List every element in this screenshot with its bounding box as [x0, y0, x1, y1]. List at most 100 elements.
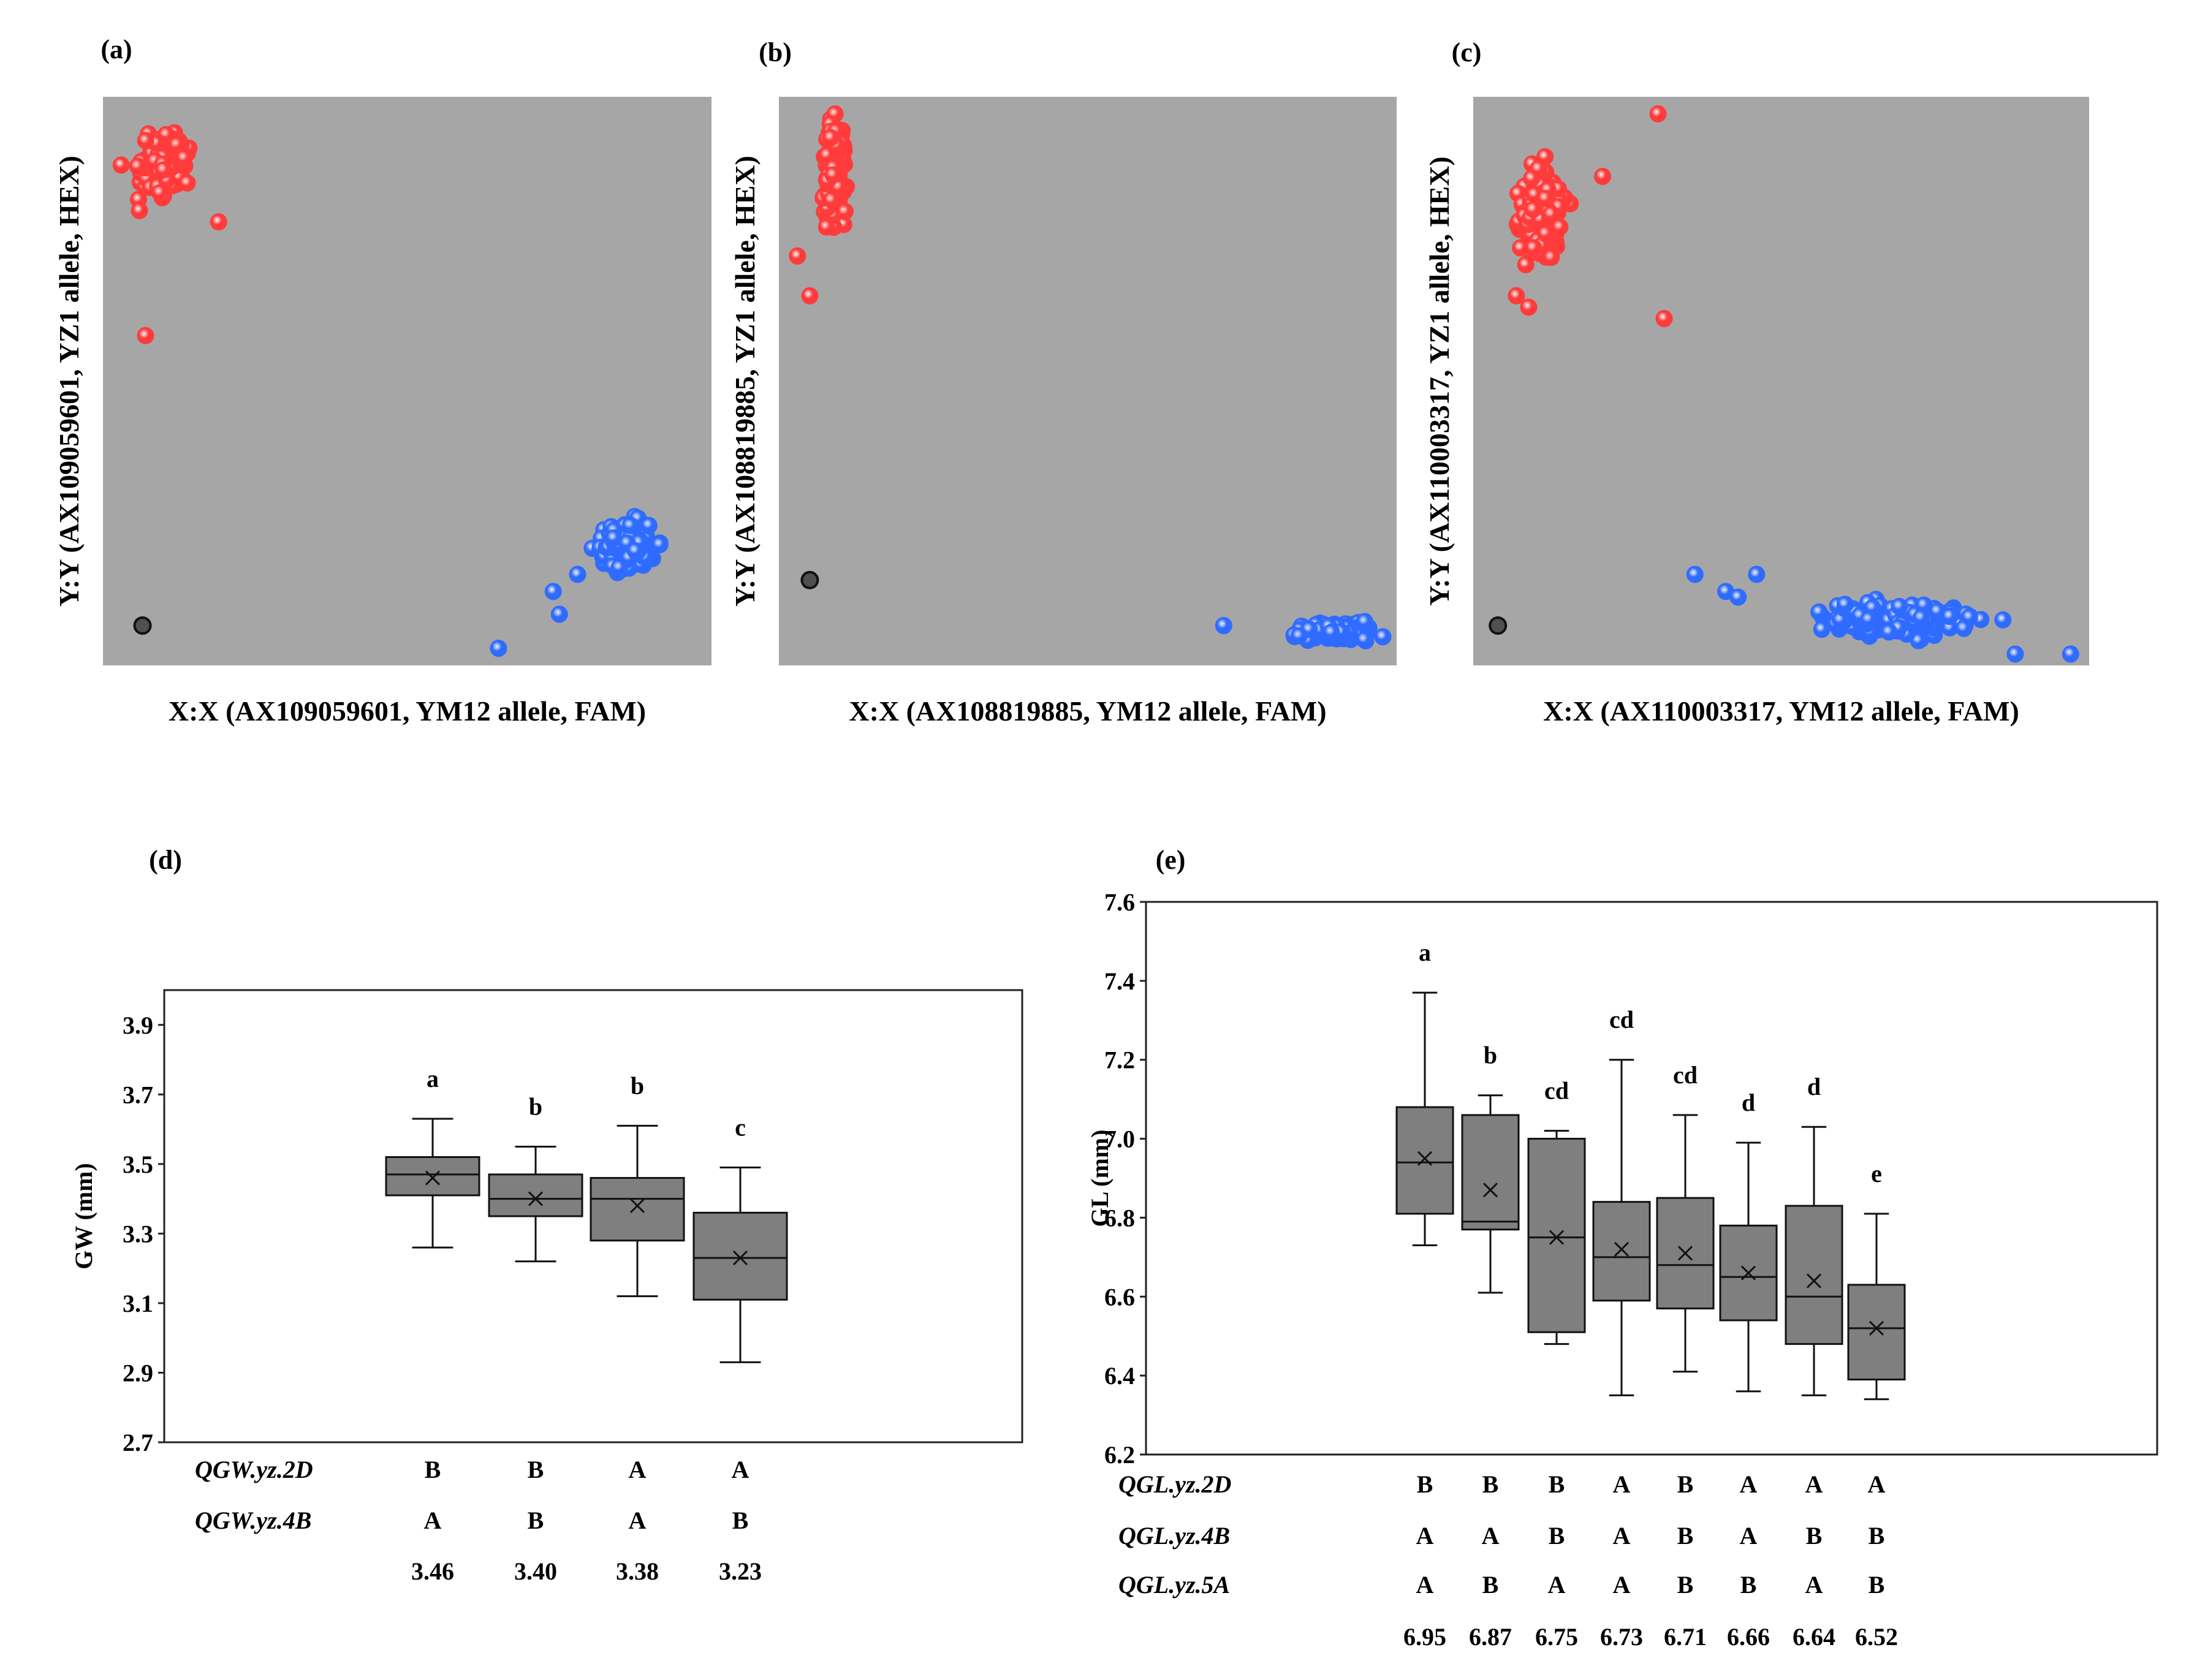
- significance-letter: cd: [1609, 1006, 1634, 1034]
- ym12-allele-point: [1322, 624, 1340, 641]
- genotype-allele: B: [1549, 1522, 1565, 1549]
- mean-value-label: 6.71: [1664, 1623, 1707, 1651]
- mean-value-label: 3.38: [616, 1557, 659, 1585]
- genotype-allele: A: [1482, 1522, 1500, 1549]
- yz1-allele-point: [822, 191, 840, 209]
- significance-letter: b: [529, 1092, 542, 1120]
- box: [488, 1173, 583, 1217]
- yz1-allele-point: [1649, 105, 1667, 123]
- mean-marker: [1806, 1273, 1822, 1288]
- genotype-allele: B: [1806, 1522, 1823, 1549]
- genotype-allele: B: [1869, 1522, 1885, 1549]
- yz1-allele-point: [112, 156, 130, 174]
- y-tick-label: 7.0: [1104, 1126, 1135, 1153]
- yz1-allele-point: [822, 129, 840, 146]
- genotype-allele: B: [528, 1507, 544, 1534]
- mean-value-label: 3.40: [514, 1557, 557, 1585]
- mean-marker: [1740, 1265, 1756, 1281]
- y-tick-label: 6.2: [1104, 1441, 1135, 1469]
- yz1-allele-point: [1594, 167, 1612, 185]
- plot-background: [779, 97, 1397, 665]
- yz1-allele-point: [178, 174, 196, 192]
- yz1-allele-point: [1551, 218, 1569, 236]
- yz1-allele-point: [137, 132, 154, 149]
- ym12-allele-point: [1813, 621, 1831, 638]
- genotype-allele: A: [732, 1456, 749, 1483]
- y-axis-label: Y:Y (AX109059601, YZ1 allele, HEX): [53, 156, 85, 607]
- genotype-allele: A: [424, 1507, 442, 1534]
- box-group: cd 6.73: [1592, 1006, 1651, 1651]
- box: [1395, 1106, 1454, 1215]
- genotype-allele: B: [528, 1456, 544, 1483]
- y-tick-label: 7.4: [1104, 967, 1135, 995]
- plot-background: [1473, 97, 2089, 665]
- mean-value-label: 6.87: [1469, 1623, 1512, 1651]
- ym12-allele-point: [1891, 597, 1908, 615]
- mean-marker: [629, 1198, 645, 1214]
- significance-letter: b: [1484, 1042, 1497, 1069]
- box-group: b 3.38: [590, 1072, 685, 1585]
- box: [692, 1211, 788, 1301]
- yz1-allele-point: [1520, 298, 1538, 316]
- y-tick-label: 2.7: [123, 1429, 153, 1456]
- ym12-allele-point: [1374, 628, 1392, 646]
- significance-letter: e: [1871, 1160, 1882, 1187]
- y-tick-label: 6.6: [1104, 1283, 1135, 1311]
- x-axis-label: X:X (AX108819885, YM12 allele, FAM): [849, 695, 1326, 727]
- ym12-allele-point: [1860, 610, 1878, 628]
- box-group: e 6.52: [1847, 1160, 1906, 1651]
- mean-value-label: 6.95: [1403, 1623, 1446, 1651]
- yz1-allele-point: [131, 202, 148, 219]
- genotype-allele: A: [629, 1456, 647, 1483]
- genotype-locus-label: QGL.yz.5A: [1118, 1571, 1230, 1599]
- mean-marker: [1677, 1246, 1693, 1261]
- genotype-allele: A: [1613, 1470, 1631, 1498]
- panel-label: (a): [101, 34, 132, 64]
- genotype-allele: A: [1613, 1522, 1631, 1549]
- genotype-allele: A: [1416, 1522, 1434, 1549]
- y-tick-label: 6.4: [1104, 1362, 1135, 1390]
- genotype-allele: B: [1417, 1470, 1433, 1498]
- y-axis-label: Y:Y (AX110003317, YZ1 allele, HEX): [1424, 156, 1455, 605]
- box-group: a 3.46: [385, 1065, 480, 1585]
- yz1-allele-point: [1655, 309, 1673, 327]
- ym12-allele-point: [1810, 603, 1828, 621]
- yz1-allele-point: [210, 213, 227, 231]
- y-tick-label: 3.7: [123, 1081, 153, 1108]
- y-tick-label: 3.3: [123, 1220, 153, 1247]
- ym12-allele-point: [490, 640, 507, 657]
- mean-marker: [732, 1251, 748, 1266]
- genotype-allele: A: [1805, 1571, 1823, 1599]
- scatter-panel-b: (b) X:X (AX108819885, YM12 allele, FAM) Y:…: [729, 37, 1397, 727]
- genotype-locus-label: QGW.yz.2D: [195, 1456, 313, 1483]
- mean-marker: [425, 1170, 441, 1186]
- significance-letter: a: [427, 1065, 439, 1092]
- box: [1847, 1284, 1906, 1381]
- mean-marker: [528, 1191, 544, 1206]
- yz1-allele-point: [1537, 225, 1555, 243]
- y-tick-label: 7.6: [1104, 888, 1135, 916]
- genotype-locus-label: QGL.yz.4B: [1118, 1522, 1230, 1549]
- mean-value-label: 6.52: [1855, 1623, 1898, 1651]
- box-group: cd 6.71: [1656, 1061, 1715, 1651]
- yz1-allele-point: [1536, 189, 1554, 207]
- yz1-allele-point: [137, 327, 154, 344]
- yz1-allele-point: [824, 166, 842, 184]
- mean-value-label: 6.64: [1793, 1623, 1835, 1651]
- ym12-allele-point: [605, 529, 623, 547]
- box: [1785, 1205, 1843, 1345]
- significance-letter: d: [1807, 1073, 1821, 1100]
- genotype-allele: A: [1740, 1470, 1758, 1498]
- genotype-allele: A: [1868, 1470, 1886, 1498]
- significance-letter: c: [735, 1114, 746, 1141]
- genotype-allele: A: [1805, 1470, 1823, 1498]
- panel-label: (b): [759, 37, 792, 67]
- ym12-allele-point: [610, 559, 628, 577]
- genotype-allele: A: [1740, 1522, 1758, 1549]
- ym12-allele-point: [1686, 566, 1704, 583]
- mean-value-label: 3.46: [411, 1557, 454, 1585]
- mean-value-label: 6.75: [1535, 1623, 1578, 1651]
- ym12-allele-point: [640, 516, 658, 534]
- yz1-allele-point: [154, 161, 172, 179]
- mean-marker: [1482, 1182, 1498, 1198]
